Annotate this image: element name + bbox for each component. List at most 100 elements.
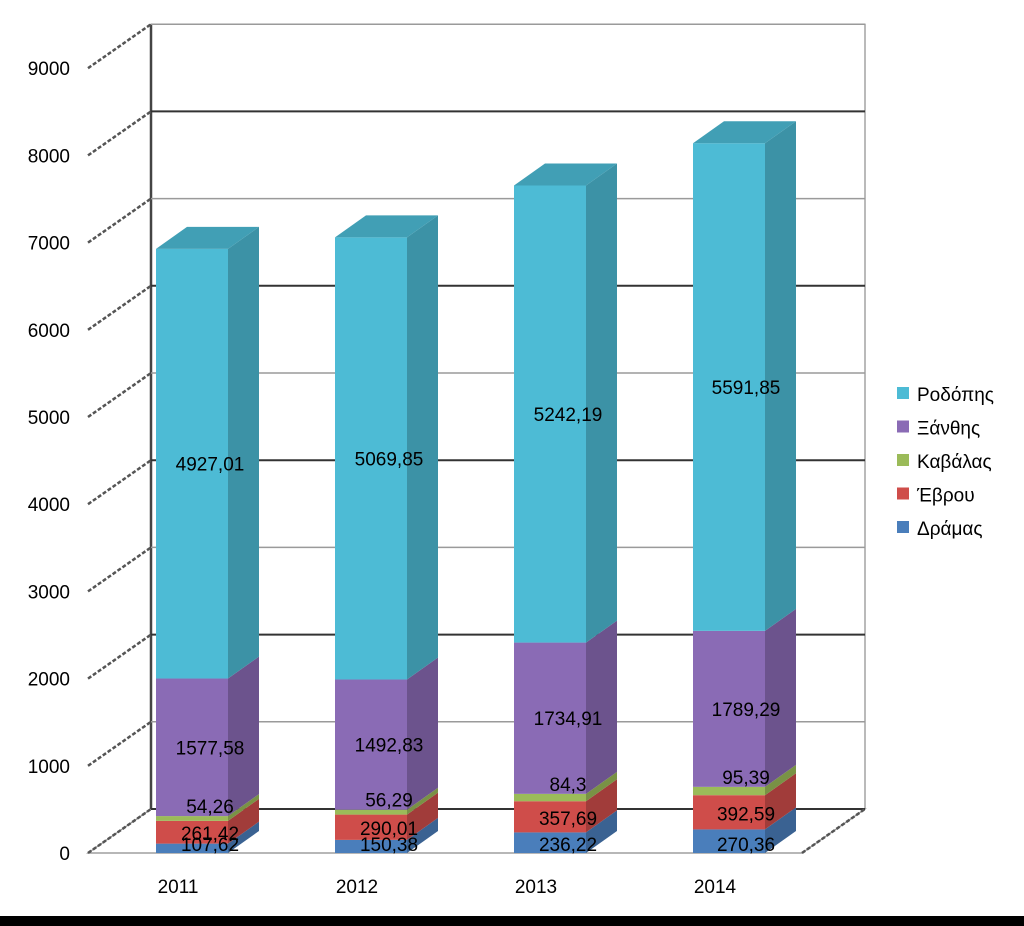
bar-segment-side — [765, 608, 796, 787]
bar-segment — [514, 642, 586, 794]
bar-segment — [156, 678, 228, 817]
data-label: 357,69 — [539, 809, 597, 830]
bar-segment-side — [228, 794, 259, 821]
bar-segment — [693, 795, 765, 830]
y-tick-label: 6000 — [28, 321, 70, 342]
bar-segment — [335, 814, 407, 840]
gridline-side — [87, 371, 152, 419]
gridline-side — [87, 546, 152, 593]
bar-segment — [514, 793, 586, 802]
bar-segment — [693, 829, 765, 853]
bar-segment — [514, 801, 586, 833]
bar-segment-side — [407, 215, 438, 680]
x-category-label: 2011 — [158, 877, 199, 898]
legend-swatch — [897, 387, 909, 399]
x-axis-categories: 2011 2012 2013 2014 — [158, 877, 737, 898]
legend-label: Ξάνθης — [917, 419, 980, 440]
bar-segment — [156, 816, 228, 821]
bar-segment — [693, 630, 765, 787]
bar-segment-side — [407, 657, 438, 810]
x-category-label: 2012 — [336, 877, 378, 898]
bar-segment-side — [586, 163, 617, 643]
bar-segment-side — [586, 779, 617, 833]
data-label: 392,59 — [717, 804, 775, 825]
legend: Ροδόπης Ξάνθης Καβάλας Έβρου Δράμας — [897, 385, 994, 540]
data-label: 84,3 — [550, 775, 587, 796]
data-label: 1492,83 — [355, 736, 424, 757]
bar-top — [693, 121, 796, 144]
legend-swatch — [897, 521, 909, 533]
bar-segment — [335, 679, 407, 810]
bar-segment-side — [228, 798, 259, 844]
gridline-side — [87, 110, 152, 157]
y-tick-label: 7000 — [28, 234, 70, 255]
gridline-side — [87, 23, 152, 70]
bars — [156, 121, 796, 853]
y-tick-label: 2000 — [28, 670, 70, 691]
y-tick-label: 5000 — [28, 408, 70, 429]
data-label: 56,29 — [365, 791, 413, 812]
x-category-label: 2014 — [694, 877, 737, 898]
gridline-side — [87, 720, 152, 767]
data-label: 5591,85 — [712, 378, 781, 399]
legend-label: Έβρου — [916, 486, 975, 507]
data-label: 1577,58 — [176, 738, 245, 759]
bar-segment-side — [586, 771, 617, 802]
bar-top — [514, 163, 617, 186]
legend-label: Δράμας — [917, 519, 983, 540]
bar-top — [156, 226, 259, 249]
y-tick-label: 9000 — [28, 59, 70, 80]
data-label: 107,62 — [181, 835, 239, 856]
legend-label: Ροδόπης — [917, 385, 994, 406]
y-tick-label: 8000 — [28, 146, 70, 167]
data-label: 1734,91 — [534, 709, 603, 730]
data-label: 270,36 — [717, 835, 775, 856]
bar-segment-side — [765, 773, 796, 830]
bar-segment-side — [407, 787, 438, 815]
bar-segment-side — [407, 817, 438, 853]
data-label: 5069,85 — [355, 449, 424, 470]
gridline-side — [87, 284, 152, 331]
bar-segment — [156, 248, 228, 679]
data-label: 95,39 — [722, 768, 770, 789]
data-label: 236,22 — [539, 835, 597, 856]
bar-segment — [335, 237, 407, 680]
bar-segment — [335, 809, 407, 815]
bar-segment-side — [586, 810, 617, 853]
bar-segment-side — [765, 121, 796, 631]
data-label: 1789,29 — [712, 700, 781, 721]
gridline-side — [87, 807, 152, 855]
gridline-side — [87, 459, 152, 506]
y-tick-label: 4000 — [28, 495, 70, 516]
legend-label: Καβάλας — [917, 452, 992, 473]
legend-swatch — [897, 454, 909, 466]
bar-segment-side — [228, 656, 259, 817]
data-label: 54,26 — [186, 797, 234, 818]
gridline-side — [87, 633, 152, 680]
bar-segment — [335, 839, 407, 853]
y-tick-label: 3000 — [28, 582, 70, 603]
y-tick-label: 1000 — [28, 757, 70, 778]
y-axis-ticks: 0 1000 2000 3000 4000 5000 6000 7000 8000 9000 — [28, 59, 70, 865]
bar-segment-side — [765, 807, 796, 853]
bar-segment — [514, 832, 586, 853]
bar-segment-side — [407, 792, 438, 840]
bar-top — [335, 215, 438, 238]
legend-swatch — [897, 420, 909, 433]
bar-segment-side — [586, 620, 617, 794]
data-label: 261,42 — [181, 824, 239, 845]
bar-segment — [156, 820, 228, 844]
data-label: 5242,19 — [534, 405, 603, 426]
bar-segment — [693, 143, 765, 631]
y-tick-label: 0 — [59, 844, 70, 865]
bar-segment — [156, 843, 228, 853]
legend-swatch — [897, 487, 909, 500]
bar-segment-side — [765, 764, 796, 796]
data-label: 290,01 — [360, 819, 418, 840]
floor-edge — [801, 807, 866, 855]
gridline-side — [87, 197, 152, 244]
bar-segment-side — [228, 226, 259, 679]
x-category-label: 2013 — [515, 877, 557, 898]
